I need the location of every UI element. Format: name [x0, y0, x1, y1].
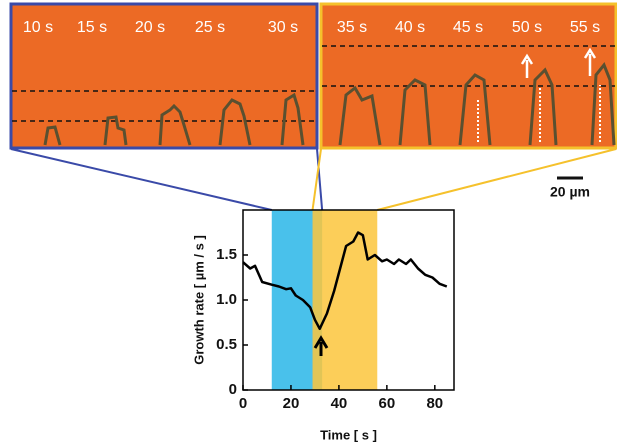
x-tick-label: 20 — [283, 395, 300, 412]
cell-image — [43, 92, 305, 146]
left-panel — [9, 2, 319, 150]
panel-image — [319, 2, 617, 150]
connector — [316, 148, 324, 211]
cell-image — [338, 62, 616, 146]
connector — [10, 148, 273, 211]
scale-bar-label: 20 µm — [550, 184, 590, 200]
connector — [311, 148, 322, 211]
x-tick-label: 80 — [426, 395, 443, 412]
chart: 0 20 40 60 80 0 0.5 1.0 1.5 Time [ s ] Growth rate… — [10, 148, 617, 442]
minimum-arrow — [313, 335, 329, 356]
growth-rate-line — [242, 231, 448, 331]
x-tick-label: 40 — [331, 395, 348, 412]
highlight-span — [312, 210, 378, 390]
time-label: 50 s — [512, 19, 542, 36]
panel-image — [9, 2, 319, 150]
time-label: 20 s — [135, 19, 165, 36]
y-tick-label: 0.5 — [216, 336, 237, 353]
dotted-line — [477, 85, 601, 142]
time-label: 40 s — [395, 19, 425, 36]
time-label: 35 s — [337, 19, 367, 36]
x-tick-label: 0 — [239, 395, 247, 412]
time-label: 15 s — [77, 19, 107, 36]
right-panel — [319, 2, 617, 150]
time-label: 55 s — [570, 19, 600, 36]
time-label: 30 s — [268, 19, 298, 36]
growth-arrow — [520, 47, 597, 78]
time-label: 10 s — [23, 19, 53, 36]
connector — [377, 148, 617, 211]
y-tick-label: 1.0 — [216, 291, 237, 308]
x-axis-label: Time [ s ] — [320, 427, 377, 442]
time-label: 45 s — [453, 19, 483, 36]
y-axis-label: Growth rate [ µm / s ] — [191, 235, 206, 365]
y-tick-label: 1.5 — [216, 246, 237, 263]
x-tick-label: 60 — [379, 395, 396, 412]
time-label: 25 s — [195, 19, 225, 36]
y-tick-label: 0 — [229, 381, 237, 398]
